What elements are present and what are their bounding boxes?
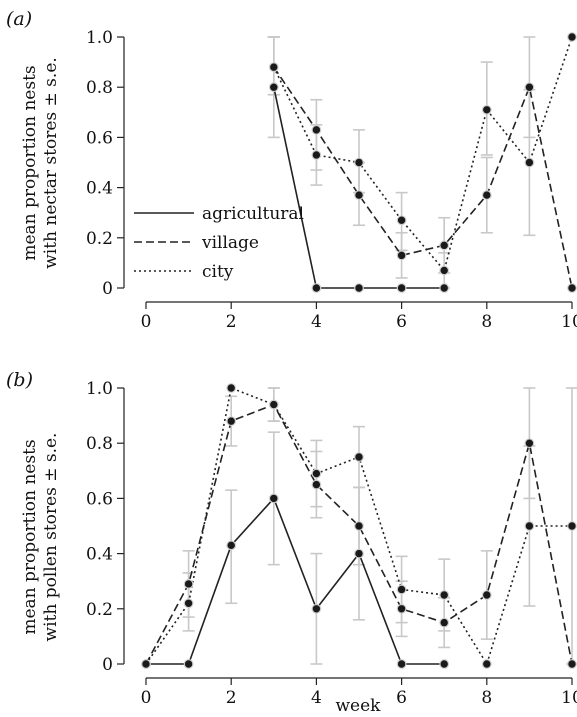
panel-b-y-tick-label: 0.6 (86, 489, 113, 509)
panel-b-x-tick-label: 0 (141, 688, 152, 708)
panel-a-x-tick-label: 0 (141, 312, 152, 332)
panel-b-pollen-chart: (b) mean proportion nests with pollen st… (6, 369, 577, 716)
panel-a-village-point (311, 124, 322, 135)
panel-a-series-village-line (273, 66, 573, 289)
panel-b-village-point (439, 617, 450, 628)
panel-a-nectar-chart: (a) mean proportion nests with nectar st… (6, 8, 577, 332)
panel-b-ylabel-line1: mean proportion nests (20, 439, 40, 634)
panel-b-city-point (268, 399, 279, 410)
panel-b-y-tick-label: 1.0 (86, 379, 113, 399)
panel-b-city-point (141, 659, 151, 669)
panel-a-village-point (524, 82, 535, 93)
panel-b-agricultural-point (226, 540, 237, 551)
panel-b-city-point (311, 468, 322, 479)
panel-b-x-tick-label: 6 (396, 688, 407, 708)
panel-a-x-tick-label: 8 (481, 312, 492, 332)
panel-b-ylabel-line2: with pollen stores ± s.e. (41, 433, 61, 642)
panel-b-agricultural-point (183, 659, 194, 669)
panel-a-agricultural-point (311, 283, 322, 293)
panel-a-y-tick-label: 0.4 (86, 179, 113, 199)
panel-b-agricultural-point (396, 659, 407, 669)
panel-a-y-tick-label: 0.8 (86, 78, 113, 98)
panel-b-agricultural-point (268, 493, 279, 504)
panel-b-y-tick-label: 0 (102, 655, 113, 675)
panel-b-village-point (567, 659, 577, 669)
panel-b-city-point (481, 659, 492, 669)
panel-a-city-point (396, 215, 407, 226)
legend-label-city: city (202, 262, 234, 282)
panel-b-city-point (439, 590, 450, 600)
panel-a-agricultural-point (268, 82, 279, 93)
panel-b-city-point (354, 452, 364, 462)
panel-a-city-point (439, 265, 450, 276)
panel-a-letter: (a) (6, 8, 32, 30)
panel-b-village-point (396, 603, 407, 614)
panel-a-city-point (311, 150, 322, 160)
panel-a-village-point (396, 250, 407, 261)
panel-a-y-tick-label: 0.6 (86, 128, 113, 148)
panel-b-y-tick-label: 0.8 (86, 434, 113, 454)
panel-b-x-tick-label: 8 (481, 688, 492, 708)
panel-a-agricultural-point (396, 283, 407, 293)
panel-a-x-tick-label: 4 (311, 312, 322, 332)
panel-b-letter: (b) (6, 369, 33, 391)
panel-a-y-tick-label: 0.2 (86, 229, 113, 249)
panel-a-city-point (524, 157, 535, 168)
panel-a-city-point (354, 157, 364, 168)
legend-label-village: village (201, 233, 259, 253)
panel-b-agricultural-point (311, 603, 322, 614)
panel-a-village-point (439, 240, 450, 251)
panel-b-x-tick-label: 2 (226, 688, 237, 708)
panel-a-city-point (481, 104, 492, 115)
panel-a-ylabel-line1: mean proportion nests (20, 65, 40, 260)
panel-b-series-agricultural-line (146, 496, 445, 665)
panel-a-x-tick-label: 6 (396, 312, 407, 332)
panel-b-city-point (226, 383, 237, 393)
legend-label-agricultural: agricultural (202, 204, 304, 224)
panel-a-village-point (567, 283, 577, 293)
panel-a-y-tick-label: 1.0 (86, 28, 113, 48)
panel-a-city-point (268, 62, 279, 73)
panel-b-agricultural-point (439, 659, 450, 669)
panel-a-y-tick-label: 0 (102, 279, 113, 299)
panel-b-x-tick-label: 4 (311, 688, 322, 708)
panel-a-village-point (481, 190, 492, 201)
panel-b-xlabel: week (336, 696, 382, 716)
panel-a-agricultural-point (354, 283, 364, 293)
panel-b-village-point (226, 416, 237, 427)
panel-a-city-point (567, 32, 577, 42)
panel-a-ylabel-line2: with nectar stores ± s.e. (41, 57, 61, 269)
panel-a-x-tick-label: 10 (561, 312, 577, 332)
panel-b-y-tick-label: 0.2 (86, 600, 113, 620)
panel-b-city-point (524, 521, 535, 531)
panel-a-series-city-line (273, 36, 573, 273)
panel-a-x-tick-label: 2 (226, 312, 237, 332)
panel-b-city-point (567, 521, 577, 531)
panel-b-city-point (183, 598, 194, 609)
panel-b-village-point (183, 579, 194, 589)
panel-b-village-point (481, 590, 492, 600)
panel-b-village-point (311, 479, 322, 490)
panel-b-village-point (524, 438, 535, 449)
panel-b-agricultural-point (354, 548, 364, 559)
panel-b-village-point (354, 521, 364, 531)
panel-b-x-tick-label: 10 (561, 688, 577, 708)
panel-a-legend: agricultural village city (134, 204, 304, 282)
panel-b-y-tick-label: 0.4 (86, 545, 113, 565)
panel-b-city-point (396, 584, 407, 595)
panel-a-village-point (354, 190, 364, 201)
panel-a-agricultural-point (439, 283, 450, 293)
